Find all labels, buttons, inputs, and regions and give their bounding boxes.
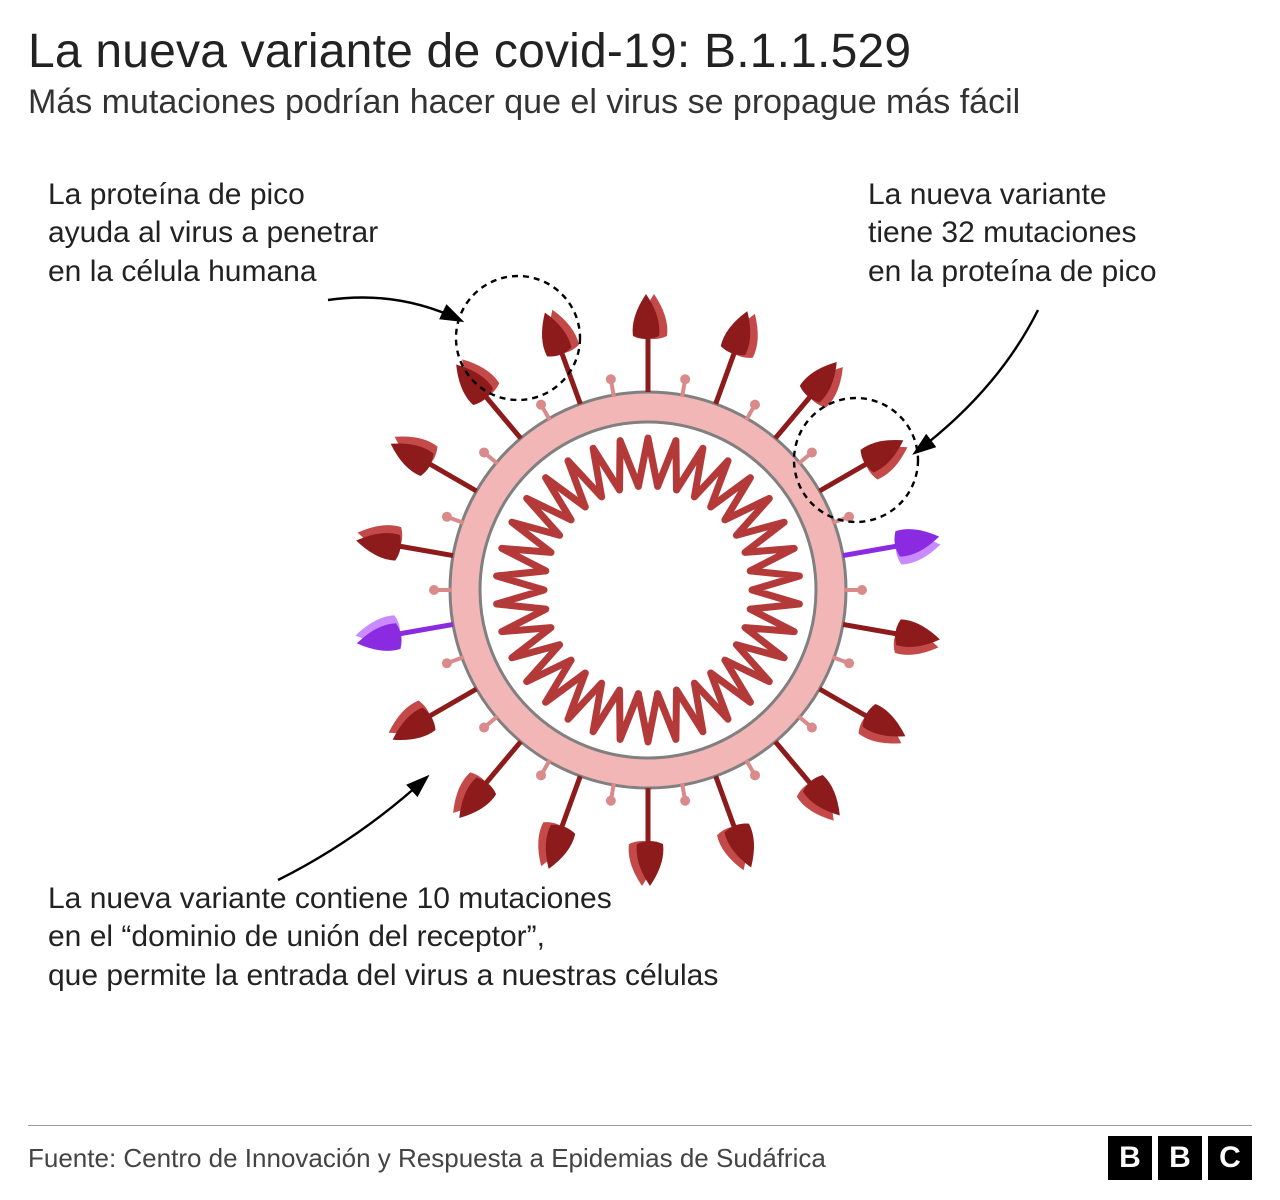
diagram-area: La proteína de pico ayuda al virus a pen… — [28, 140, 1252, 1020]
bbc-logo-letter: B — [1158, 1136, 1202, 1180]
bbc-logo-letter: C — [1208, 1136, 1252, 1180]
virus-diagram — [28, 140, 1252, 1020]
page: La nueva variante de covid-19: B.1.1.529… — [0, 0, 1280, 1200]
page-title: La nueva variante de covid-19: B.1.1.529 — [28, 24, 1252, 79]
bbc-logo: B B C — [1108, 1136, 1252, 1180]
page-subtitle: Más mutaciones podrían hacer que el viru… — [28, 83, 1252, 122]
source-text: Fuente: Centro de Innovación y Respuesta… — [28, 1143, 826, 1174]
footer: Fuente: Centro de Innovación y Respuesta… — [28, 1125, 1252, 1180]
bbc-logo-letter: B — [1108, 1136, 1152, 1180]
